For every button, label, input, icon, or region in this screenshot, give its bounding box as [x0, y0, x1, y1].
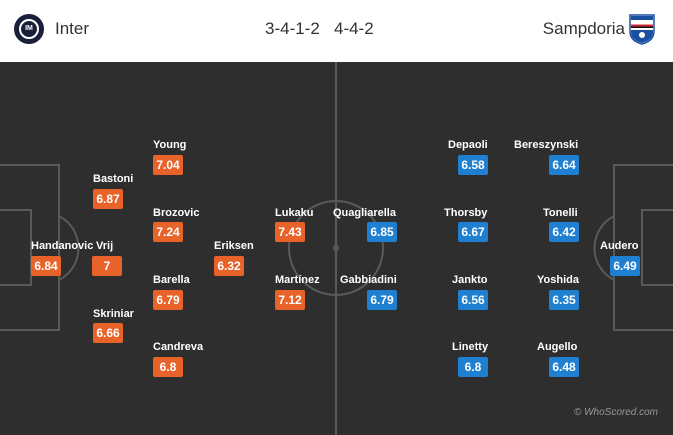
player-rating-barella: 6.79 [153, 290, 183, 310]
player-name-tonelli[interactable]: Tonelli [543, 207, 578, 219]
player-rating-jankto: 6.56 [458, 290, 488, 310]
player-rating-augello: 6.48 [549, 357, 579, 377]
player-rating-quagliarella: 6.85 [367, 222, 397, 242]
player-name-barella[interactable]: Barella [153, 274, 190, 286]
player-rating-depaoli: 6.58 [458, 155, 488, 175]
player-name-yoshida[interactable]: Yoshida [537, 274, 579, 286]
player-rating-vrij: 7 [92, 256, 122, 276]
player-name-candreva[interactable]: Candreva [153, 341, 204, 353]
player-name-bastoni[interactable]: Bastoni [93, 173, 134, 185]
player-name-bereszynski[interactable]: Bereszynski [514, 139, 579, 151]
player-name-lukaku[interactable]: Lukaku [275, 207, 314, 219]
left-penalty-arc [58, 215, 80, 281]
player-rating-handanovic: 6.84 [31, 256, 61, 276]
right-penalty-arc [593, 215, 615, 281]
player-rating-lukaku: 7.43 [275, 222, 305, 242]
player-rating-thorsby: 6.67 [458, 222, 488, 242]
sampdoria-crest-icon [629, 14, 655, 45]
crest-text: IM [25, 25, 33, 32]
player-rating-eriksen: 6.32 [214, 256, 244, 276]
player-name-skriniar[interactable]: Skriniar [93, 308, 134, 320]
player-rating-young: 7.04 [153, 155, 183, 175]
away-formation: 4-4-2 [333, 19, 374, 38]
player-rating-brozovic: 7.24 [153, 222, 183, 242]
center-circle [288, 200, 384, 296]
player-name-gabbiadini[interactable]: Gabbiadini [340, 274, 397, 286]
player-rating-tonelli: 6.42 [549, 222, 579, 242]
home-team-name[interactable]: Inter [55, 19, 90, 38]
left-penalty-area [0, 164, 60, 331]
player-name-martinez[interactable]: Martínez [275, 274, 320, 286]
player-name-handanovic[interactable]: Handanovic [31, 240, 94, 252]
player-rating-gabbiadini: 6.79 [367, 290, 397, 310]
home-formation: 3-4-1-2 [265, 19, 320, 38]
player-rating-skriniar: 6.66 [93, 323, 123, 343]
away-team-name[interactable]: Sampdoria [542, 19, 625, 38]
player-name-audero[interactable]: Audero [600, 240, 639, 252]
player-name-quagliarella[interactable]: Quagliarella [333, 207, 396, 219]
player-rating-martinez: 7.12 [275, 290, 305, 310]
right-penalty-area [613, 164, 673, 331]
center-spot [333, 245, 339, 251]
match-header: IM Inter 3-4-1-2 4-4-2 Sampdoria [0, 0, 673, 62]
player-rating-bereszynski: 6.64 [549, 155, 579, 175]
player-name-jankto[interactable]: Jankto [452, 274, 488, 286]
player-rating-audero: 6.49 [610, 256, 640, 276]
formations: 3-4-1-2 4-4-2 [265, 19, 374, 39]
watermark: © WhoScored.com [573, 407, 658, 418]
crest-ring [19, 19, 39, 39]
player-name-linetty[interactable]: Linetty [452, 341, 489, 353]
player-name-vrij[interactable]: Vrij [96, 240, 114, 252]
player-name-eriksen[interactable]: Eriksen [214, 240, 254, 252]
player-rating-yoshida: 6.35 [549, 290, 579, 310]
player-name-augello[interactable]: Augello [537, 341, 578, 353]
pitch-lines [0, 62, 673, 435]
player-name-thorsby[interactable]: Thorsby [444, 207, 488, 219]
pitch: Young 7.04 Bastoni 6.87 Brozovic 7.24 Lu… [0, 62, 673, 435]
player-name-depaoli[interactable]: Depaoli [448, 139, 488, 151]
right-goal-area [641, 209, 673, 286]
inter-crest-icon: IM [14, 14, 44, 44]
player-rating-bastoni: 6.87 [93, 189, 123, 209]
player-rating-linetty: 6.8 [458, 357, 488, 377]
player-rating-candreva: 6.8 [153, 357, 183, 377]
player-name-brozovic[interactable]: Brozovic [153, 207, 200, 219]
player-name-young[interactable]: Young [153, 139, 187, 151]
left-goal-area [0, 209, 32, 286]
